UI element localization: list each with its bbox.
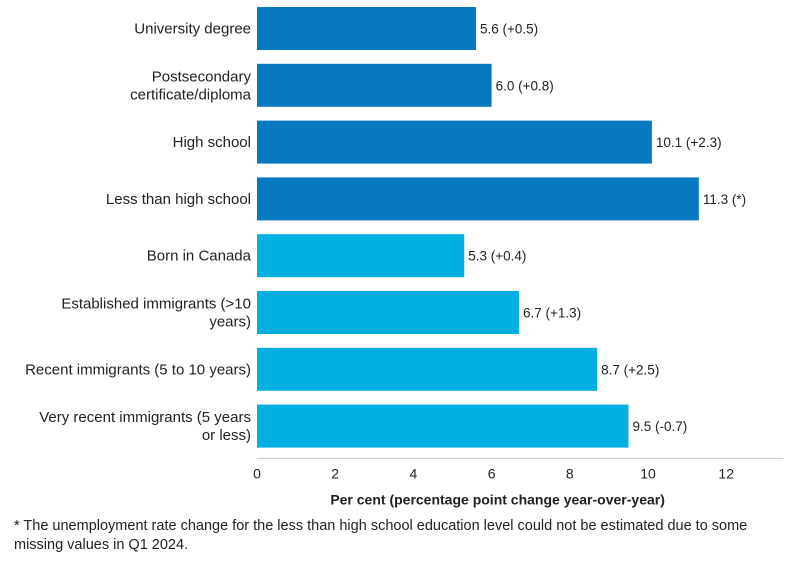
x-tick-label-2: 4 bbox=[410, 465, 418, 481]
category-label-1: Postsecondary certificate/diploma bbox=[130, 68, 252, 103]
value-label-2: 10.1 (+2.3) bbox=[656, 135, 722, 150]
value-label-0: 5.6 (+0.5) bbox=[480, 22, 538, 37]
x-tick-label-0: 0 bbox=[253, 465, 261, 481]
footnote: * The unemployment rate change for the l… bbox=[14, 518, 748, 553]
bar-6 bbox=[257, 347, 598, 391]
bar-3 bbox=[257, 177, 699, 221]
value-label-3: 11.3 (*) bbox=[703, 192, 746, 207]
category-label-2: High school bbox=[173, 134, 251, 151]
category-label-3: Less than high school bbox=[106, 191, 251, 208]
category-label-6: Recent immigrants (5 to 10 years) bbox=[25, 361, 251, 378]
value-label-1: 6.0 (+0.8) bbox=[496, 78, 554, 93]
bar-0 bbox=[257, 7, 476, 50]
value-label-5: 6.7 (+1.3) bbox=[523, 306, 581, 321]
category-label-5: Established immigrants (>10 years) bbox=[61, 296, 251, 331]
value-label-6: 8.7 (+2.5) bbox=[601, 362, 659, 377]
bar-2 bbox=[257, 120, 652, 164]
unemployment-bar-chart: 5.6 (+0.5) University degree 6.0 (+0.8) Pos… bbox=[25, 7, 784, 507]
bar-5 bbox=[257, 291, 519, 334]
x-tick-label-1: 2 bbox=[331, 465, 339, 481]
x-axis-title: Per cent (percentage point change year-o… bbox=[330, 491, 665, 507]
x-tick-label-6: 12 bbox=[718, 465, 734, 481]
category-label-7: Very recent immigrants (5 years or less) bbox=[39, 409, 251, 444]
category-label-0: University degree bbox=[134, 21, 251, 38]
value-label-4: 5.3 (+0.4) bbox=[468, 249, 526, 264]
bar-7 bbox=[257, 404, 629, 448]
x-tick-label-4: 8 bbox=[566, 465, 574, 481]
x-tick-label-3: 6 bbox=[488, 465, 496, 481]
bar-1 bbox=[257, 63, 492, 107]
x-tick-label-5: 10 bbox=[640, 465, 656, 481]
category-label-4: Born in Canada bbox=[147, 248, 252, 265]
value-label-7: 9.5 (-0.7) bbox=[632, 419, 687, 434]
bar-4 bbox=[257, 234, 465, 278]
